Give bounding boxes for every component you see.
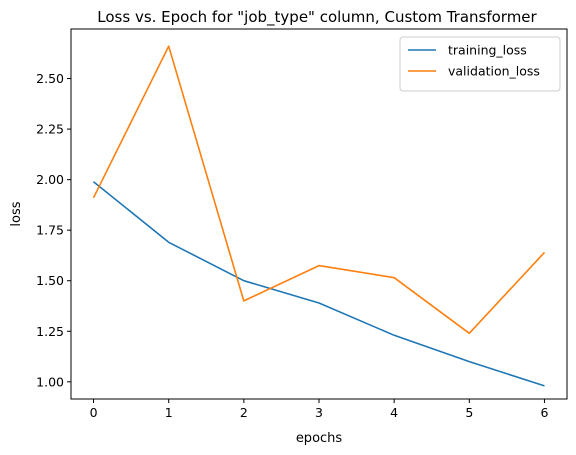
legend: training_loss validation_loss: [399, 36, 561, 92]
y-axis: 1.00 1.25 1.50 1.75 2.00 2.25 2.50: [36, 71, 71, 389]
x-axis: 0 1 2 3 4 5 6: [90, 399, 548, 420]
series-line-training-loss: [92, 181, 545, 387]
x-tick-label: 1: [165, 405, 173, 420]
y-tick-label: 1.50: [36, 273, 64, 288]
y-tick-label: 1.25: [36, 324, 64, 339]
chart-title: Loss vs. Epoch for "job_type" column, Cu…: [97, 8, 537, 27]
x-tick-label: 5: [465, 405, 473, 420]
y-tick-label: 1.00: [36, 374, 64, 389]
y-tick-label: 2.00: [36, 172, 64, 187]
legend-box: [399, 36, 561, 92]
x-tick-label: 4: [390, 405, 398, 420]
x-tick-label: 0: [90, 405, 98, 420]
y-tick-label: 1.75: [36, 223, 64, 238]
x-tick-label: 2: [240, 405, 248, 420]
y-tick-label: 2.25: [36, 122, 64, 137]
y-tick-label: 2.50: [36, 71, 64, 86]
legend-label: training_loss: [448, 43, 527, 58]
series-line-validation-loss: [92, 45, 546, 335]
x-tick-label: 6: [540, 405, 548, 420]
series-layer: [92, 45, 546, 387]
x-tick-label: 3: [315, 405, 323, 420]
y-axis-label: loss: [9, 201, 24, 226]
legend-label: validation_loss: [448, 64, 540, 79]
x-axis-label: epochs: [296, 431, 343, 446]
